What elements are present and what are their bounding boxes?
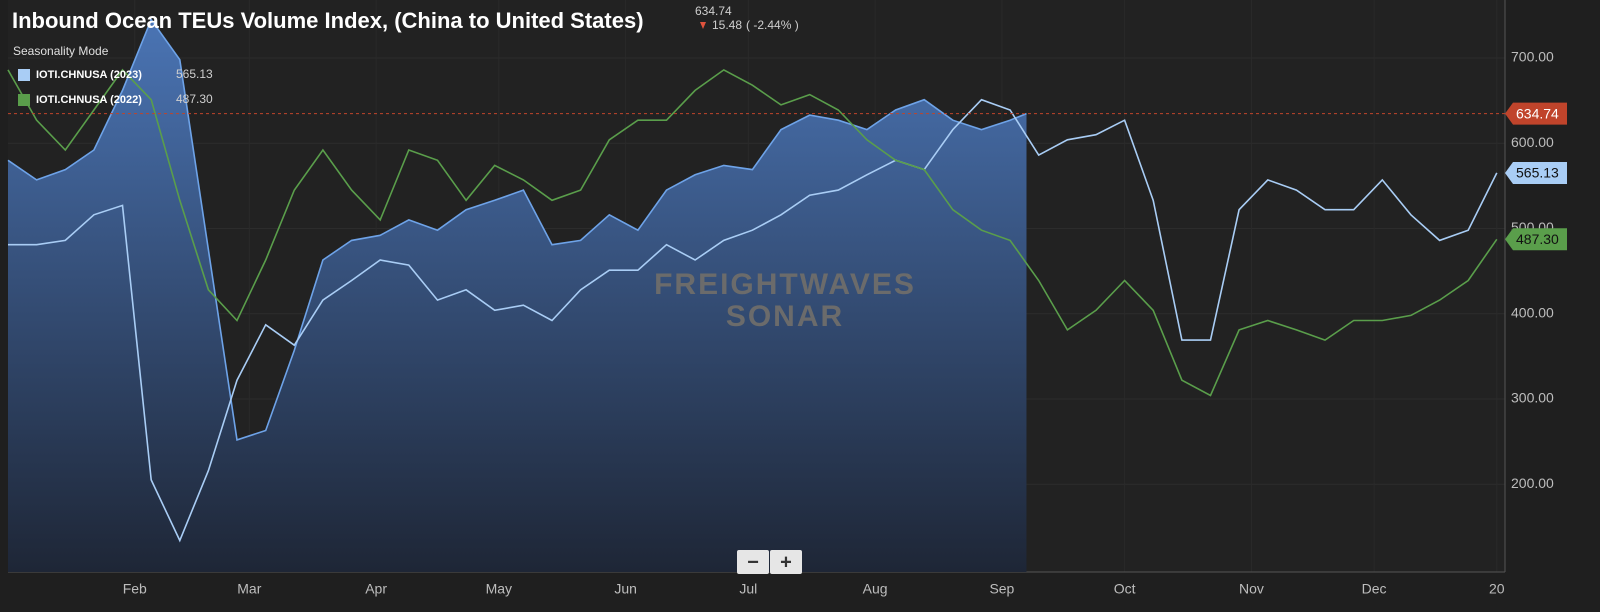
x-tick-label: Feb [123, 581, 147, 597]
zoom-button[interactable] [770, 550, 802, 574]
x-tick-label: 20 [1489, 581, 1505, 597]
chart-title: Inbound Ocean TEUs Volume Index, (China … [12, 8, 644, 33]
area-fill [8, 19, 1027, 573]
change: 15.48 ( -2.44% ) [712, 18, 799, 32]
price: 634.74 [695, 4, 732, 18]
last-value-tag [1505, 161, 1567, 184]
x-tick-label: May [486, 581, 512, 597]
y-tick-label: 400.00 [1511, 304, 1554, 320]
last-value-tag [1505, 102, 1567, 125]
legend-label: IOTI.CHNUSA (2023) [36, 69, 142, 81]
series-line [7, 68, 1498, 397]
mode-label: Seasonality Mode [13, 44, 109, 58]
change-value: 15.48 [712, 18, 742, 32]
legend-label: IOTI.CHNUSA (2022) [36, 94, 142, 106]
x-tick-label: Oct [1114, 581, 1136, 597]
x-tick-label: Nov [1239, 581, 1264, 597]
last-value-label: 565.13 [1516, 165, 1559, 181]
change-pct: ( -2.44% ) [746, 18, 799, 32]
legend-swatch [18, 69, 30, 81]
last-value-label: 487.30 [1516, 231, 1559, 247]
zoom-button-label[interactable]: + [780, 551, 792, 573]
zoom-button[interactable] [737, 550, 769, 574]
x-tick-label: Jul [739, 581, 757, 597]
x-tick-label: Apr [365, 581, 387, 597]
y-tick-label: 200.00 [1511, 475, 1554, 491]
zoom-button-label[interactable]: − [747, 551, 759, 573]
y-tick-label: 700.00 [1511, 49, 1554, 65]
x-tick-label: Dec [1362, 581, 1387, 597]
legend-value: 487.30 [176, 92, 213, 106]
legend-value: 565.13 [176, 67, 213, 81]
series-line [8, 98, 1498, 543]
last-value-label: 634.74 [1516, 105, 1559, 121]
x-tick-label: Mar [237, 581, 261, 597]
change-arrow [700, 22, 706, 29]
last-value-tag [1505, 228, 1567, 251]
x-tick-label: Jun [614, 581, 637, 597]
x-tick-label: Aug [863, 581, 888, 597]
y-tick-label: 600.00 [1511, 134, 1554, 150]
area-line [7, 17, 1027, 441]
watermark: SONAR [726, 300, 844, 333]
y-tick-label: 300.00 [1511, 390, 1554, 406]
legend-swatch [18, 94, 30, 106]
x-tick-label: Sep [989, 581, 1014, 597]
watermark: FREIGHTWAVES [654, 268, 916, 301]
